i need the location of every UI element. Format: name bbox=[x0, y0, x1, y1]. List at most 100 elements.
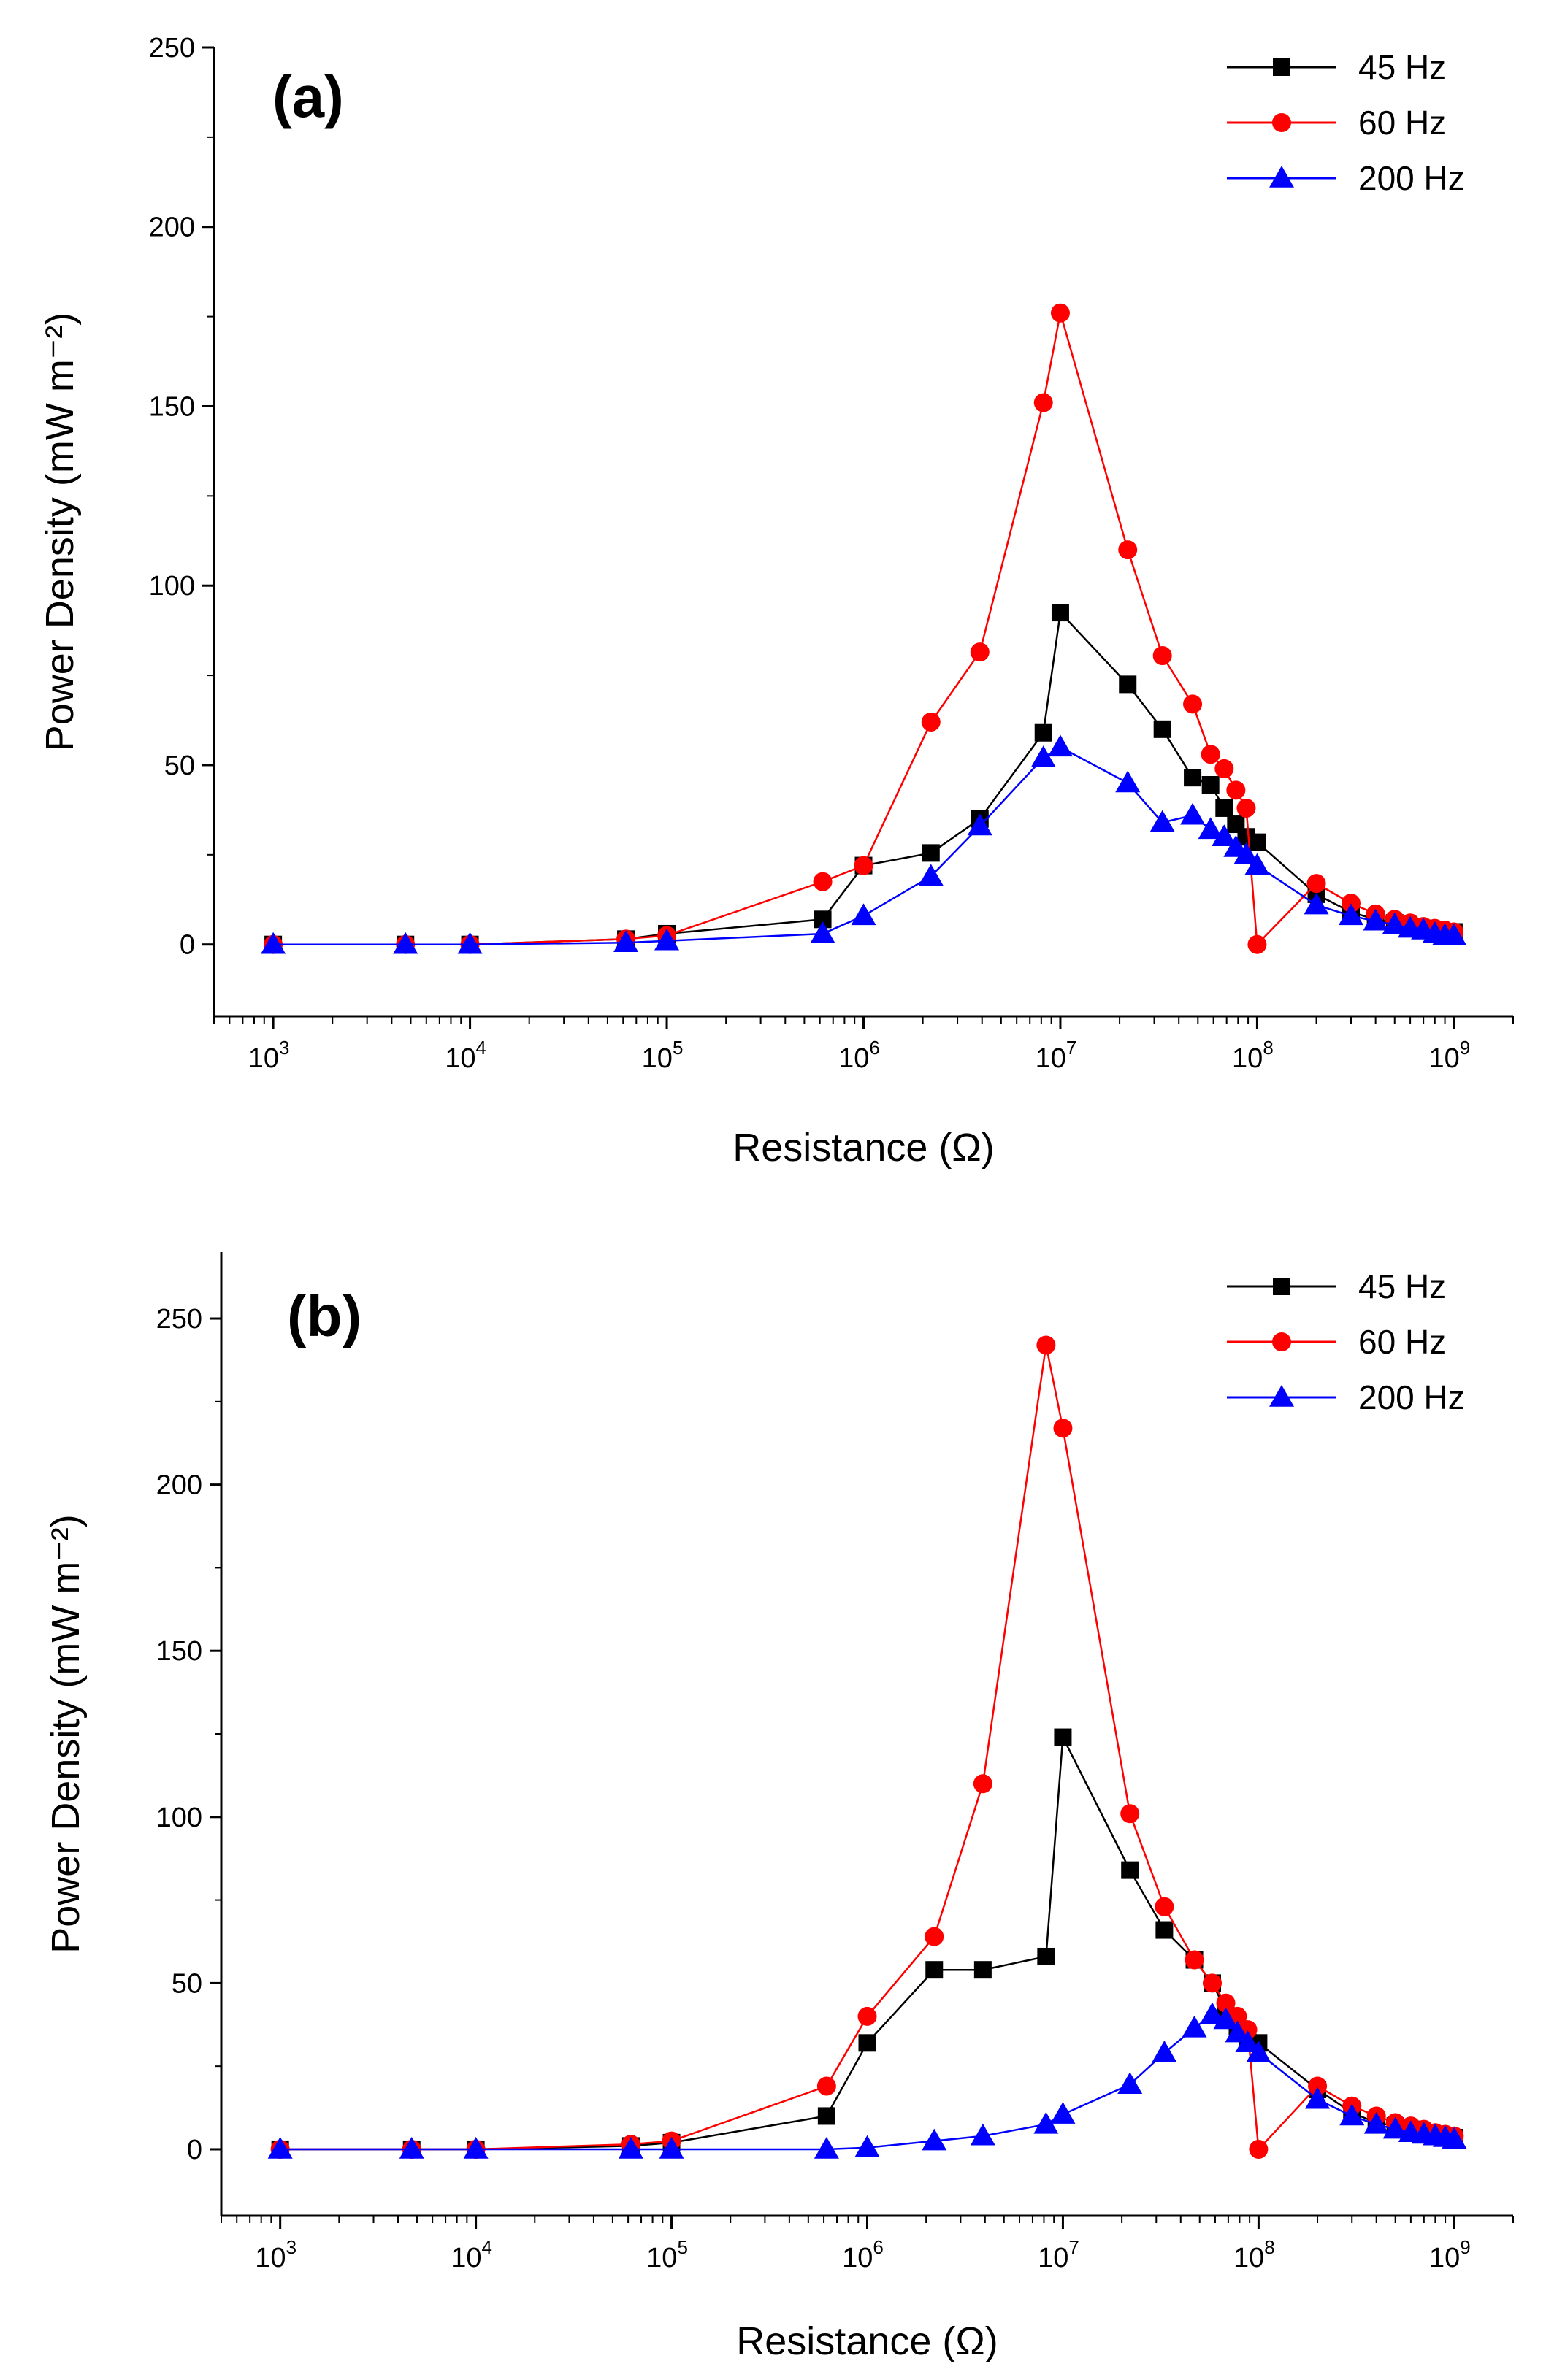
panel-label: (b) bbox=[287, 1283, 361, 1348]
data-point bbox=[399, 2136, 424, 2159]
legend-label: 45 Hz bbox=[1358, 48, 1446, 86]
data-point bbox=[854, 2135, 880, 2157]
data-point bbox=[1305, 2087, 1331, 2109]
data-point bbox=[967, 813, 992, 836]
data-point bbox=[857, 2006, 877, 2026]
y-tick-label: 250 bbox=[149, 33, 195, 64]
y-tick-label: 0 bbox=[187, 2135, 202, 2165]
y-axis-label: Power Density (mW m⁻²) bbox=[44, 1514, 88, 1954]
data-point bbox=[1155, 1897, 1174, 1916]
data-point bbox=[1235, 2030, 1260, 2053]
data-point bbox=[1050, 303, 1070, 323]
data-point bbox=[1120, 1804, 1140, 1824]
y-tick-label: 250 bbox=[156, 1304, 202, 1335]
data-point bbox=[810, 921, 835, 943]
data-point bbox=[1233, 842, 1259, 864]
y-tick-label: 100 bbox=[156, 1803, 202, 1833]
legend-entry: 200 Hz bbox=[1227, 159, 1465, 197]
data-point bbox=[1119, 675, 1137, 694]
data-point bbox=[1214, 759, 1234, 778]
data-point bbox=[1198, 817, 1223, 840]
data-point bbox=[1117, 2072, 1143, 2094]
data-point bbox=[1121, 1861, 1139, 1879]
data-point bbox=[970, 642, 990, 662]
data-point bbox=[1047, 734, 1073, 757]
x-tick-label: 109 bbox=[1429, 1037, 1471, 1074]
data-point bbox=[858, 2034, 876, 2052]
data-point bbox=[1036, 1335, 1056, 1355]
data-point bbox=[1306, 874, 1326, 894]
data-point bbox=[921, 712, 941, 732]
data-point bbox=[457, 932, 483, 954]
data-point bbox=[1037, 1947, 1055, 1965]
data-point bbox=[1053, 1419, 1073, 1438]
data-point bbox=[1246, 2040, 1271, 2062]
data-point bbox=[1363, 2111, 1389, 2134]
legend-marker bbox=[1272, 1332, 1291, 1351]
data-point bbox=[1249, 2139, 1269, 2159]
data-point bbox=[925, 1961, 944, 1979]
data-point bbox=[1184, 769, 1202, 787]
data-point bbox=[654, 928, 680, 951]
y-tick-label: 100 bbox=[149, 571, 195, 602]
series-200-hz bbox=[267, 2002, 1467, 2159]
legend-label: 45 Hz bbox=[1358, 1267, 1446, 1305]
data-point bbox=[1033, 393, 1053, 412]
data-point bbox=[1382, 2116, 1408, 2139]
data-point bbox=[1030, 745, 1056, 767]
x-tick-label: 108 bbox=[1232, 1037, 1274, 1074]
data-point bbox=[1441, 923, 1466, 945]
data-point bbox=[1213, 2007, 1239, 2030]
data-point bbox=[925, 1927, 944, 1946]
x-axis-label: Resistance (Ω) bbox=[732, 1126, 994, 1170]
data-point bbox=[1050, 2102, 1076, 2124]
legend-marker bbox=[1269, 1385, 1294, 1407]
data-point bbox=[1149, 810, 1175, 832]
legend-marker bbox=[1273, 58, 1290, 76]
series-45-hz bbox=[264, 604, 1463, 953]
data-point bbox=[261, 932, 286, 954]
data-point bbox=[1034, 723, 1052, 742]
series-line bbox=[273, 610, 1454, 945]
data-point bbox=[1155, 1921, 1174, 1939]
data-point bbox=[1152, 2040, 1177, 2062]
legend-entry: 200 Hz bbox=[1227, 1378, 1465, 1416]
data-point bbox=[393, 932, 418, 954]
data-point bbox=[1033, 2111, 1059, 2134]
x-tick-label: 109 bbox=[1429, 2236, 1471, 2273]
data-point bbox=[659, 2136, 684, 2159]
data-point bbox=[1226, 780, 1246, 800]
data-point bbox=[1182, 2015, 1207, 2038]
x-tick-label: 106 bbox=[842, 2236, 884, 2273]
x-tick-label: 106 bbox=[838, 1037, 880, 1074]
chart-panel-b: 0 50 100 150 200 250 103 104 105 106 107 108 109 Resi… bbox=[44, 1252, 1514, 2363]
x-tick-label: 105 bbox=[646, 2236, 688, 2273]
data-point bbox=[1341, 894, 1361, 913]
chart-panel-a: 0 50 100 150 200 250 103 104 105 106 107 108 109 Resi… bbox=[38, 33, 1514, 1170]
data-point bbox=[817, 2107, 835, 2125]
x-tick-label: 103 bbox=[248, 1037, 290, 1074]
legend-label: 200 Hz bbox=[1358, 159, 1465, 197]
data-point bbox=[618, 2136, 643, 2159]
legend-marker bbox=[1269, 166, 1294, 188]
data-point bbox=[1308, 2076, 1328, 2096]
data-point bbox=[851, 903, 876, 926]
data-point bbox=[1118, 540, 1138, 560]
x-tick-label: 105 bbox=[642, 1037, 684, 1074]
data-point bbox=[463, 2136, 489, 2159]
data-point bbox=[1338, 903, 1363, 926]
x-tick-label: 107 bbox=[1038, 2236, 1079, 2273]
legend-label: 60 Hz bbox=[1358, 104, 1446, 142]
data-point bbox=[1236, 798, 1256, 818]
y-tick-label: 50 bbox=[164, 751, 195, 781]
data-point bbox=[1215, 799, 1233, 817]
data-point bbox=[1200, 2002, 1225, 2024]
legend-label: 60 Hz bbox=[1358, 1323, 1446, 1361]
data-point bbox=[1225, 2020, 1250, 2043]
series-line bbox=[273, 312, 1455, 947]
panel-label: (a) bbox=[272, 64, 344, 129]
data-point bbox=[1152, 646, 1172, 666]
y-tick-label: 50 bbox=[172, 1968, 202, 1999]
data-point bbox=[613, 930, 639, 952]
x-tick-label: 104 bbox=[445, 1037, 486, 1074]
